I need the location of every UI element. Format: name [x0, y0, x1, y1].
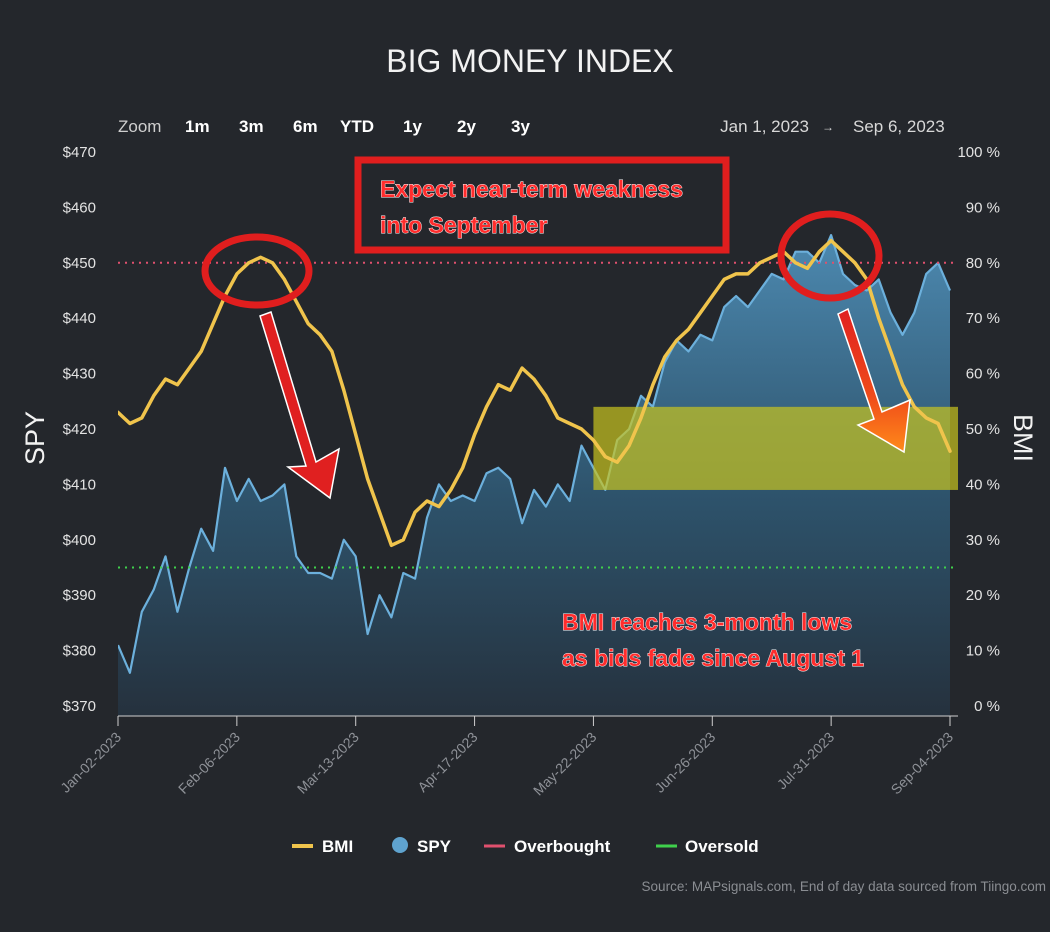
y-left-tick-label: $430	[63, 366, 96, 383]
legend: BMI SPY Overbought Oversold	[292, 837, 759, 856]
x-tick-label: Mar-13-2023	[294, 729, 362, 797]
y-axis-left-title: SPY	[20, 411, 50, 465]
y-right-tick-label: 80 %	[966, 255, 1000, 272]
y-left-tick-label: $460	[63, 199, 96, 216]
zoom-3y-button[interactable]: 3y	[511, 117, 530, 136]
y-axis-left-ticks: $470 $460 $450 $440 $430 $420 $410 $400 $390 $380…	[63, 144, 96, 715]
y-right-tick-label: 0 %	[974, 698, 1000, 715]
legend-item-oversold[interactable]: Oversold	[656, 837, 759, 856]
legend-bmi-label: BMI	[322, 837, 353, 856]
annotation-bottom-line-1: BMI reaches 3-month lows	[562, 609, 852, 635]
zoom-label: Zoom	[118, 117, 161, 136]
y-right-tick-label: 10 %	[966, 643, 1000, 660]
y-right-tick-label: 20 %	[966, 587, 1000, 604]
zoom-2y-button[interactable]: 2y	[457, 117, 476, 136]
y-axis-right-title: BMI	[1008, 414, 1038, 462]
zoom-1m-button[interactable]: 1m	[185, 117, 210, 136]
highlight-band	[593, 406, 958, 490]
spy-area	[118, 235, 950, 716]
y-left-tick-label: $370	[63, 698, 96, 715]
legend-oversold-label: Oversold	[685, 837, 759, 856]
y-left-tick-label: $400	[63, 532, 96, 549]
zoom-1y-button[interactable]: 1y	[403, 117, 422, 136]
y-left-tick-label: $440	[63, 310, 96, 327]
y-right-tick-label: 70 %	[966, 310, 1000, 327]
y-right-tick-label: 50 %	[966, 421, 1000, 438]
legend-item-bmi[interactable]: BMI	[292, 837, 353, 856]
y-left-tick-label: $380	[63, 643, 96, 660]
chart-title: BIG MONEY INDEX	[386, 43, 673, 79]
date-from-input[interactable]: Jan 1, 2023	[720, 117, 809, 136]
x-tick-label: Apr-17-2023	[414, 729, 480, 795]
legend-spy-swatch	[392, 837, 408, 853]
down-arrow-aug-icon	[837, 307, 911, 454]
y-right-tick-label: 30 %	[966, 532, 1000, 549]
annotation-box-top	[354, 156, 730, 254]
x-tick-label: May-22-2023	[530, 729, 600, 799]
legend-item-spy[interactable]: SPY	[392, 837, 452, 856]
date-range-arrow-icon: →	[822, 120, 834, 134]
zoom-controls: Zoom 1m 3m 6m YTD 1y 2y 3y	[118, 117, 530, 136]
x-tick-label: Feb-06-2023	[175, 729, 243, 797]
source-note: Source: MAPsignals.com, End of day data …	[642, 879, 1046, 894]
peak-circle-aug	[777, 210, 883, 302]
legend-overbought-label: Overbought	[514, 837, 611, 856]
y-right-tick-label: 100 %	[957, 144, 1000, 161]
zoom-3m-button[interactable]: 3m	[239, 117, 264, 136]
annotation-top-line-1: Expect near-term weakness	[380, 176, 683, 202]
zoom-6m-button[interactable]: 6m	[293, 117, 318, 136]
down-arrow-feb-icon	[259, 311, 341, 500]
peak-circle-feb	[201, 233, 313, 309]
x-tick-label: Jun-26-2023	[651, 729, 718, 796]
y-left-tick-label: $470	[63, 144, 96, 161]
y-axis-right-ticks: 100 % 90 % 80 % 70 % 60 % 50 % 40 % 30 % 20 % 10 …	[957, 144, 1000, 715]
annotation-bottom-line-2: as bids fade since August 1	[562, 645, 864, 671]
y-left-tick-label: $390	[63, 587, 96, 604]
legend-item-overbought[interactable]: Overbought	[484, 837, 611, 856]
legend-spy-label: SPY	[417, 837, 452, 856]
spy-line	[118, 234, 952, 674]
y-left-tick-label: $450	[63, 255, 96, 272]
y-right-tick-label: 60 %	[966, 366, 1000, 383]
y-right-tick-label: 40 %	[966, 476, 1000, 493]
x-tick-label: Jan-02-2023	[57, 729, 124, 796]
y-left-tick-label: $410	[63, 476, 96, 493]
date-to-input[interactable]: Sep 6, 2023	[853, 117, 945, 136]
bmi-line	[118, 238, 952, 548]
x-tick-label: Jul-31-2023	[774, 729, 838, 793]
date-range: Jan 1, 2023 → Sep 6, 2023	[720, 117, 945, 136]
zoom-ytd-button[interactable]: YTD	[340, 117, 374, 136]
y-right-tick-label: 90 %	[966, 199, 1000, 216]
x-axis-ticks: Jan-02-2023 Feb-06-2023 Mar-13-2023 Apr-17-…	[57, 716, 956, 798]
annotation-top-line-2: into September	[380, 212, 547, 238]
x-tick-label: Sep-04-2023	[888, 729, 957, 798]
y-left-tick-label: $420	[63, 421, 96, 438]
